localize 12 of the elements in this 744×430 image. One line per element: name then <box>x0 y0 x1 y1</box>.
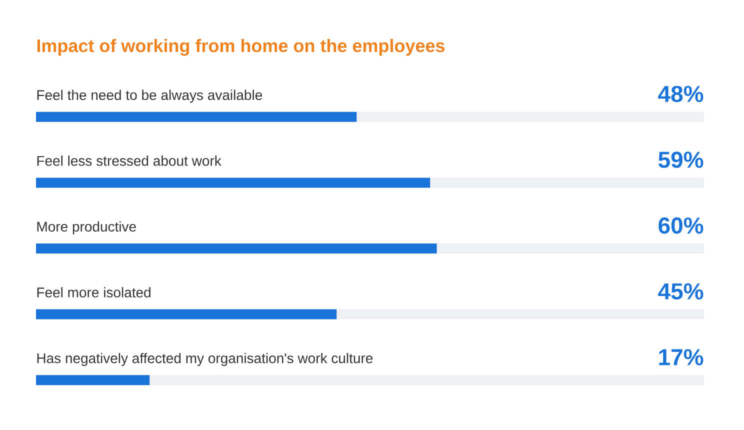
y-tick-label: Feel less stressed about work <box>37 156 222 166</box>
y-tick-label: More productive <box>37 221 136 234</box>
y-tick-label: Has negatively affected my organisation's work culture <box>37 352 373 366</box>
chart-title: Impact of working from home on the employees <box>37 38 445 56</box>
data-label: 60% <box>658 217 704 234</box>
data-label: 17% <box>659 349 704 366</box>
y-tick-label: Feel the need to be always available <box>37 90 262 103</box>
y-tick-label: Feel more isolated <box>37 287 150 298</box>
data-label: 45% <box>658 283 704 300</box>
data-label: 48% <box>658 86 704 102</box>
data-label: 59% <box>658 152 704 168</box>
bar <box>36 375 150 386</box>
